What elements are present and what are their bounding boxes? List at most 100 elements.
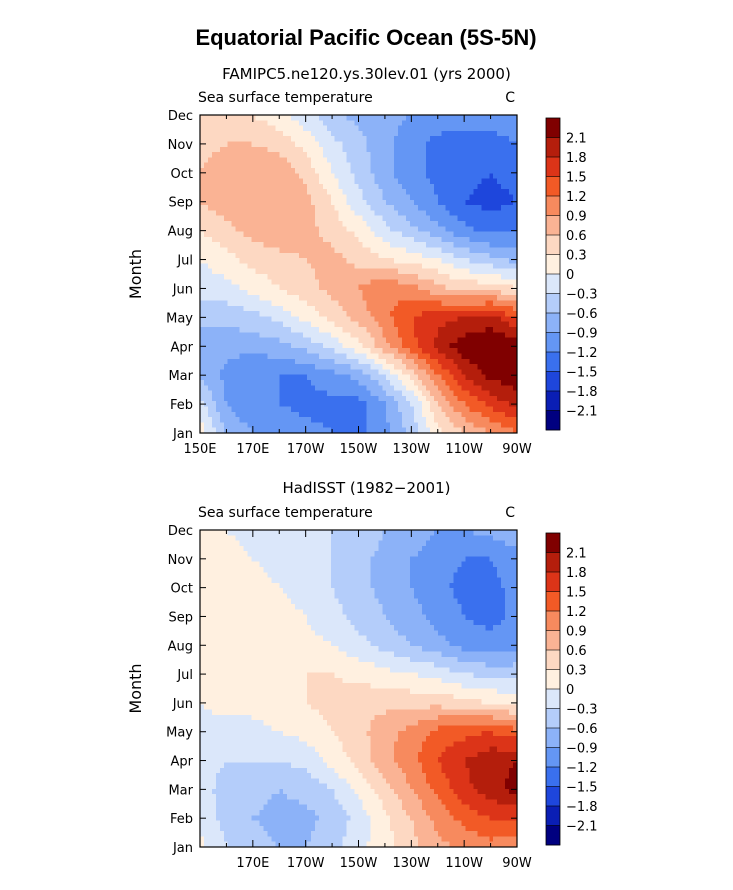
heatmap-cell [362, 136, 368, 143]
heatmap-cell [322, 380, 328, 386]
heatmap-cell [215, 385, 221, 392]
heatmap-cell [417, 411, 423, 418]
heatmap-cell [473, 162, 478, 169]
heatmap-cell [378, 311, 383, 317]
heatmap-cell [283, 406, 288, 413]
heatmap-cell [263, 141, 268, 148]
heatmap-cell [386, 348, 391, 355]
heatmap-cell [485, 268, 490, 275]
heatmap-cell [465, 332, 471, 339]
heatmap-cell [433, 390, 439, 397]
heatmap-cell [358, 385, 364, 392]
heatmap-cell [334, 411, 340, 418]
heatmap-cell [259, 327, 264, 333]
heatmap-cell [267, 130, 272, 137]
heatmap-cell [291, 268, 296, 275]
heatmap-cell [497, 358, 502, 365]
heatmap-cell [251, 215, 257, 222]
heatmap-cell [513, 358, 518, 365]
heatmap-cell [481, 358, 486, 365]
heatmap-cell [453, 406, 459, 413]
heatmap-cell [310, 364, 316, 370]
heatmap-cell [326, 178, 332, 185]
heatmap-cell [362, 231, 368, 238]
heatmap-cell [322, 332, 328, 339]
heatmap-cell [330, 530, 336, 536]
heatmap-cell [334, 401, 340, 408]
heatmap-cell [406, 380, 411, 386]
heatmap-cell [227, 406, 233, 413]
heatmap-cell [410, 120, 415, 127]
heatmap-cell [251, 422, 257, 429]
heatmap-cell [239, 284, 245, 291]
heatmap-cell [211, 401, 217, 408]
heatmap-cell [366, 221, 371, 227]
heatmap-cell [437, 316, 443, 323]
heatmap-cell [445, 231, 451, 238]
heatmap-cell [433, 374, 439, 381]
heatmap-cell [358, 221, 364, 227]
heatmap-cell [493, 395, 498, 402]
heatmap-cell [429, 530, 435, 536]
heatmap-cell [382, 274, 387, 280]
heatmap-cell [421, 205, 427, 211]
heatmap-cell [334, 385, 340, 392]
heatmap-cell [477, 189, 482, 196]
heatmap-cell [330, 125, 336, 132]
heatmap-cell [279, 152, 284, 158]
heatmap-cell [310, 353, 316, 360]
heatmap-cell [295, 530, 300, 536]
heatmap-cell [275, 210, 280, 217]
heatmap-cell [501, 401, 506, 408]
heatmap-cell [235, 120, 241, 127]
heatmap-cell [346, 295, 352, 302]
heatmap-cell [445, 258, 451, 264]
heatmap-cell [358, 342, 364, 349]
heatmap-cell [251, 226, 257, 233]
heatmap-cell [473, 337, 478, 344]
heatmap-cell [477, 210, 482, 217]
heatmap-cell [509, 194, 514, 201]
heatmap-cell [370, 364, 375, 370]
heatmap-cell [378, 422, 383, 429]
heatmap-cell [251, 252, 257, 259]
heatmap-cell [382, 215, 387, 222]
heatmap-cell [279, 380, 284, 386]
heatmap-cell [473, 205, 478, 211]
heatmap-cell [473, 279, 478, 286]
heatmap-cell [406, 327, 411, 333]
heatmap-cell [509, 231, 514, 238]
heatmap-cell [417, 130, 423, 137]
heatmap-cell [509, 168, 514, 174]
heatmap-cell [219, 332, 225, 339]
heatmap-cell [505, 125, 510, 132]
heatmap-cell [219, 422, 225, 429]
heatmap-cell [318, 183, 324, 190]
heatmap-cell [445, 274, 451, 280]
heatmap-cell [247, 417, 253, 423]
heatmap-cell [235, 427, 241, 434]
heatmap-cell [239, 215, 245, 222]
heatmap-cell [390, 279, 395, 286]
heatmap-cell [469, 157, 475, 164]
heatmap-cell [338, 342, 344, 349]
heatmap-cell [334, 247, 340, 254]
heatmap-cell [481, 136, 486, 143]
heatmap-cell [477, 205, 482, 211]
heatmap-cell [227, 247, 233, 254]
heatmap-cell [342, 311, 348, 317]
heatmap-cell [441, 157, 447, 164]
heatmap-cell [239, 231, 245, 238]
heatmap-cell [350, 342, 356, 349]
heatmap-cell [509, 210, 514, 217]
heatmap-cell [271, 305, 276, 312]
heatmap-cell [417, 125, 423, 132]
heatmap-cell [275, 530, 280, 536]
heatmap-cell [338, 406, 344, 413]
heatmap-cell [382, 120, 387, 127]
heatmap-cell [370, 226, 375, 233]
heatmap-cell [410, 189, 415, 196]
heatmap-cell [382, 152, 387, 158]
heatmap-cell [279, 321, 284, 328]
heatmap-cell [279, 130, 284, 137]
